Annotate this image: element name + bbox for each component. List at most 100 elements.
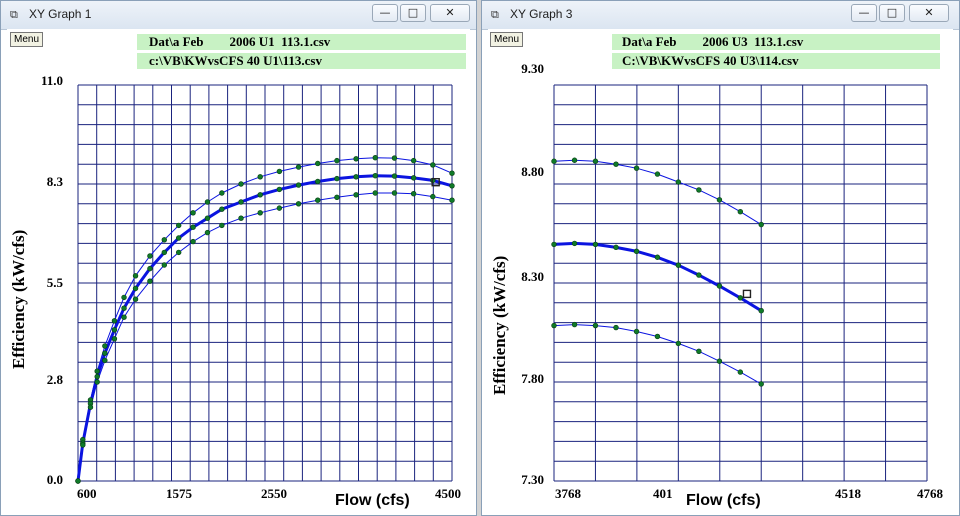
data-point	[372, 155, 378, 161]
data-point	[592, 322, 599, 329]
efficiency-curve-1	[76, 174, 453, 482]
data-point	[190, 238, 196, 245]
data-point	[391, 155, 398, 161]
data-point	[654, 254, 661, 260]
data-point	[410, 191, 417, 197]
data-point	[94, 368, 100, 374]
data-point	[276, 186, 283, 193]
x-tick-label: 4500	[435, 486, 461, 501]
data-point	[315, 197, 321, 203]
data-point	[175, 222, 182, 229]
data-point	[315, 178, 321, 185]
data-point	[190, 224, 196, 230]
data-point	[75, 478, 81, 484]
data-point	[94, 379, 100, 385]
data-point	[161, 262, 168, 268]
data-point	[613, 324, 619, 331]
data-point	[592, 158, 599, 164]
title-bar[interactable]: ⧉ XY Graph 1 — □ ✕	[1, 1, 476, 30]
data-file-caption: Dat\a Feb 2006 U3 113.1.csv	[612, 34, 940, 50]
window-title: XY Graph 1	[29, 7, 92, 21]
window-icon[interactable]: ⧉	[491, 8, 499, 21]
minimize-button[interactable]: —	[372, 4, 398, 22]
data-point	[716, 197, 723, 203]
data-point	[696, 187, 702, 193]
data-point	[353, 192, 359, 198]
close-button[interactable]: ✕	[430, 4, 470, 22]
data-point	[147, 253, 153, 259]
x-axis-label: Flow (cfs)	[331, 492, 414, 510]
data-point	[295, 182, 302, 188]
data-point	[675, 340, 682, 347]
data-point	[219, 190, 225, 196]
data-point	[257, 174, 263, 180]
data-point	[94, 373, 100, 380]
data-point	[716, 283, 723, 289]
data-point	[315, 160, 321, 167]
data-point	[675, 179, 682, 185]
data-point	[430, 162, 436, 168]
data-point	[132, 296, 139, 302]
data-point	[334, 194, 340, 201]
data-point	[449, 183, 455, 189]
window-icon[interactable]: ⧉	[10, 8, 18, 21]
menu-button[interactable]: Menu	[490, 32, 524, 47]
minimize-button[interactable]: —	[851, 4, 877, 22]
data-point	[219, 206, 225, 212]
data-point	[571, 321, 578, 328]
efficiency-curve-2	[553, 324, 762, 385]
data-point	[551, 322, 557, 329]
data-point	[204, 229, 211, 236]
efficiency-chart-plot[interactable]	[74, 81, 456, 485]
data-point	[238, 199, 244, 205]
data-point	[613, 161, 619, 167]
data-point	[87, 404, 94, 410]
data-point	[219, 222, 225, 229]
data-point	[633, 165, 640, 171]
y-tick-label: 8.30	[521, 269, 544, 284]
data-point	[132, 273, 139, 279]
data-point	[161, 249, 168, 256]
maximize-button[interactable]: □	[400, 4, 426, 22]
data-point	[654, 333, 661, 340]
data-file-caption: Dat\a Feb 2006 U1 113.1.csv	[137, 34, 466, 50]
y-tick-label: 11.0	[40, 73, 63, 88]
data-point	[121, 294, 127, 301]
data-point	[334, 175, 340, 182]
maximize-button[interactable]: □	[879, 4, 905, 22]
efficiency-curve-2	[77, 192, 453, 482]
y-tick-label: 0.0	[46, 472, 63, 487]
data-point	[391, 173, 398, 179]
data-point	[190, 210, 196, 216]
window-divider	[477, 0, 481, 516]
data-point	[121, 305, 127, 311]
data-point	[758, 381, 764, 387]
efficiency-curve-1	[553, 241, 762, 312]
data-point	[295, 201, 302, 207]
x-tick-label: 2550	[261, 486, 287, 501]
efficiency-chart-plot[interactable]	[550, 81, 931, 485]
close-button[interactable]: ✕	[909, 4, 949, 22]
data-point	[449, 170, 455, 176]
data-point	[353, 174, 359, 180]
x-tick-label: 1575	[166, 486, 192, 501]
data-point	[675, 262, 682, 268]
data-point	[147, 265, 153, 272]
efficiency-curve-0	[553, 159, 762, 226]
data-point	[121, 314, 127, 320]
data-point	[551, 241, 557, 248]
x-tick-label: 401	[653, 486, 673, 501]
xy-graph-1-window: ⧉ XY Graph 1 — □ ✕ Menu Dat\a Feb 2006 U…	[0, 0, 477, 516]
data-point	[571, 240, 578, 247]
x-tick-label: 4768	[917, 486, 943, 501]
data-point	[204, 199, 211, 205]
data-point	[696, 272, 702, 278]
data-point	[132, 285, 139, 292]
data-point	[430, 193, 436, 200]
data-point	[80, 442, 86, 448]
title-bar[interactable]: ⧉ XY Graph 3 — □ ✕	[482, 1, 959, 30]
graph-client-area: Menu Dat\a Feb 2006 U3 113.1.csv C:\VB\K…	[488, 29, 953, 515]
menu-button[interactable]: Menu	[10, 32, 44, 47]
data-point	[102, 343, 108, 349]
data-point	[613, 244, 619, 251]
